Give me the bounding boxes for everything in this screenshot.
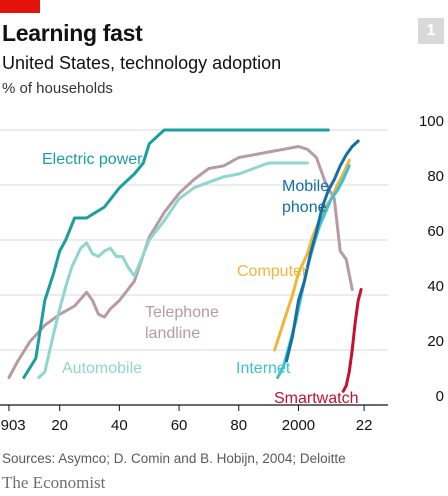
series-line-electric-power [22,128,330,379]
x-tick-label-1903: 1903 [0,417,26,434]
axis-layer: 0 20 40 60 80 100 1903 20 40 60 80 2000 22 [0,113,444,434]
series-line-smartwatch [341,288,363,393]
y-tick-label-80: 80 [427,168,444,185]
series-line-mobile-phone [285,139,360,363]
series-line-telephone-landline [7,145,354,379]
publisher-logo: The Economist [2,473,106,492]
chart-title: Learning fast [2,20,143,46]
y-tick-label-20: 20 [427,333,444,350]
series-label-line: Computer [237,263,308,280]
y-axis-unit-label: % of households [2,80,113,97]
brand-red-tag [0,0,40,13]
y-tick-label-60: 60 [427,223,444,240]
series-label-line: Smartwatch [274,390,358,407]
x-tick-label-1980: 80 [230,417,247,434]
series-label-line: Internet [236,360,291,377]
y-tick-label-0: 0 [436,388,444,405]
x-tick-label-2022: 22 [356,417,373,434]
source-note: Sources: Asymco; D. Comin and B. Hobijn,… [2,451,346,466]
x-tick-label-2000: 2000 [282,417,315,434]
y-tick-label-40: 40 [427,278,444,295]
series-line-automobile [37,161,309,379]
chart-number-badge: 1 [418,18,444,44]
series-label-line: Mobile [282,178,329,195]
series-label-internet: Internet [236,360,291,377]
series-label-automobile: Automobile [62,360,142,377]
series-label-mobile-phone: Mobile phone [282,178,329,216]
series-label-smartwatch: Smartwatch [274,390,358,407]
series-label-line: phone [282,199,327,216]
series-label-electric-power: Electric power [42,151,143,168]
series-label-line: Telephone [145,304,219,321]
label-layer: Electric power Mobile phone Computer Telepho… [42,151,358,407]
x-tick-label-1960: 60 [171,417,188,434]
chart-subtitle: United States, technology adoption [2,53,282,73]
series-label-line: Automobile [62,360,142,377]
series-label-computer: Computer [237,263,308,280]
x-tick-label-1940: 40 [111,417,128,434]
y-tick-label-100: 100 [419,113,444,130]
series-label-line: landline [145,325,200,342]
x-tick-label-1920: 20 [51,417,68,434]
series-label-line: Electric power [42,151,143,168]
series-label-telephone-landline: Telephone landline [145,304,219,342]
series-layer [7,128,363,393]
